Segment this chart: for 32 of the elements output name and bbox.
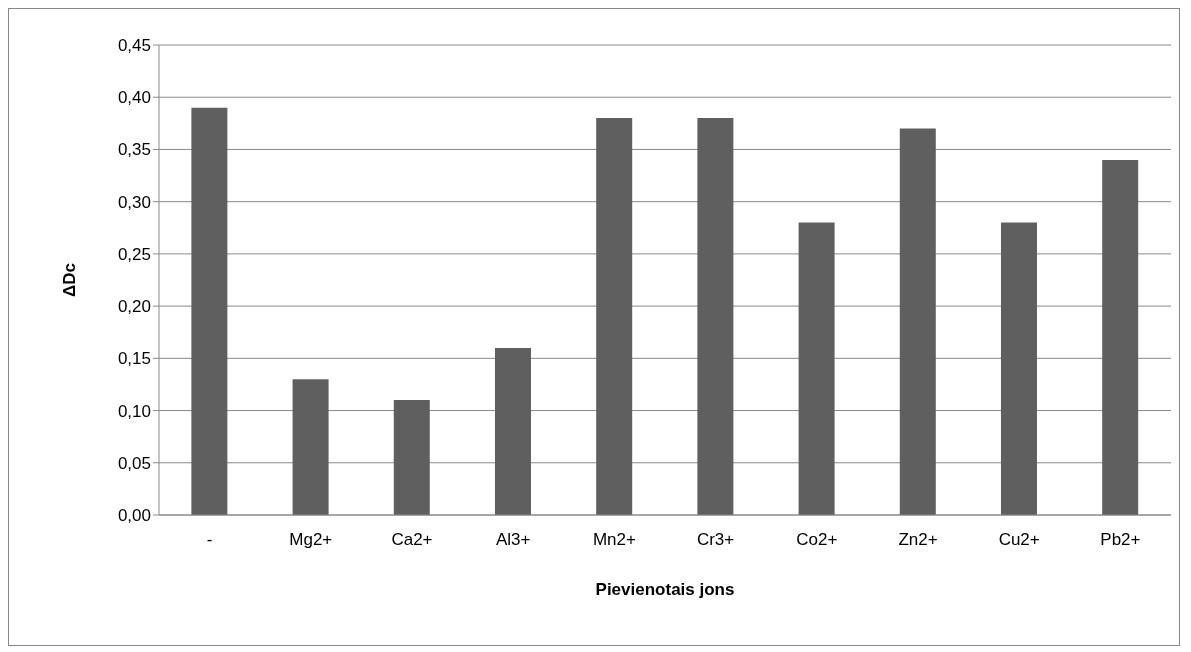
bar	[596, 118, 633, 515]
x-tick-label: -	[206, 530, 213, 550]
y-tick-label: 0,30	[117, 192, 151, 212]
y-tick-label: 0,20	[117, 297, 151, 317]
x-tick-label: Al3+	[495, 530, 531, 550]
x-tick-label: Cr3+	[696, 530, 735, 550]
x-tick-label: Cu2+	[998, 530, 1040, 550]
bar	[292, 379, 329, 515]
bar	[1102, 159, 1139, 515]
y-tick-label: 0,35	[117, 140, 151, 160]
bar	[798, 222, 835, 515]
y-tick-label: 0,00	[117, 506, 151, 526]
y-tick-label: 0,05	[117, 453, 151, 473]
bar	[697, 118, 734, 515]
x-tick-label: Co2+	[796, 530, 838, 550]
x-axis-title: Pievienotais jons	[595, 580, 735, 599]
x-tick-label: Ca2+	[391, 530, 433, 550]
y-tick-label: 0,25	[117, 244, 151, 264]
x-tick-label: Mg2+	[289, 530, 333, 550]
x-tick-label: Zn2+	[898, 530, 938, 550]
bar	[191, 107, 228, 515]
y-tick-label: 0,15	[117, 349, 151, 369]
y-tick-label: 0,10	[117, 401, 151, 421]
x-tick-label: Mn2+	[592, 530, 636, 550]
bar	[1000, 222, 1037, 515]
bar	[393, 400, 430, 515]
y-tick-label: 0,40	[117, 88, 151, 108]
x-tick-label: Pb2+	[1100, 530, 1141, 550]
y-axis-title: ΔDc	[60, 263, 80, 297]
y-tick-label: 0,45	[117, 36, 151, 56]
bar	[899, 128, 936, 515]
bar	[494, 347, 531, 515]
